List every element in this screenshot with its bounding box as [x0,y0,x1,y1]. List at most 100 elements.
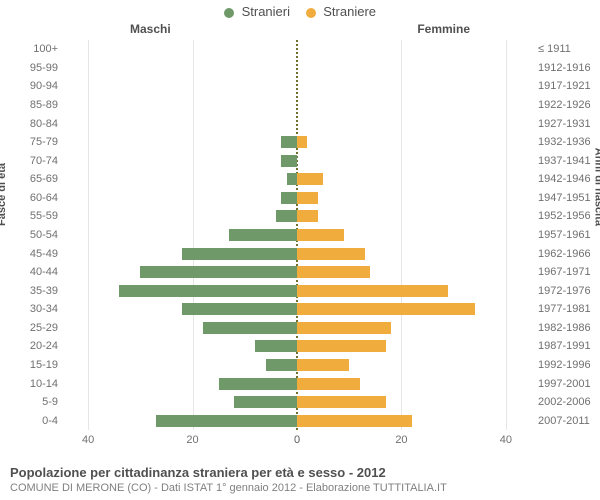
pyramid-row [62,172,532,186]
x-tick-label: 40 [500,434,512,446]
bar-female [297,192,318,204]
y-label-birth: 1977-1981 [538,302,600,316]
y-label-birth: 1917-1921 [538,79,600,93]
gender-header-male: Maschi [130,22,171,36]
y-right-labels: 2007-20112002-20061997-20011992-19961987… [538,40,600,430]
x-tick-label: 0 [294,434,300,446]
y-label-birth: 2007-2011 [538,414,600,428]
bar-male [140,266,297,278]
pyramid-row [62,191,532,205]
y-label-age: 35-39 [0,284,58,298]
y-label-age: 90-94 [0,79,58,93]
y-label-birth: 1912-1916 [538,61,600,75]
legend-label-female: Straniere [323,4,376,19]
footer-title: Popolazione per cittadinanza straniera p… [10,465,590,480]
y-label-age: 95-99 [0,61,58,75]
bar-female [297,415,412,427]
bar-female [297,210,318,222]
footer-subtitle: COMUNE DI MERONE (CO) - Dati ISTAT 1° ge… [10,482,590,494]
pyramid-row [62,265,532,279]
y-label-birth: 1927-1931 [538,117,600,131]
y-label-birth: ≤ 1911 [538,42,600,56]
bar-male [281,192,297,204]
pyramid-row [62,79,532,93]
bar-female [297,285,448,297]
y-label-age: 45-49 [0,247,58,261]
pyramid-row [62,395,532,409]
y-label-birth: 1972-1976 [538,284,600,298]
y-label-age: 100+ [0,42,58,56]
y-label-age: 0-4 [0,414,58,428]
bar-female [297,396,386,408]
y-label-age: 70-74 [0,154,58,168]
bar-male [229,229,297,241]
bar-male [281,136,297,148]
bar-female [297,303,475,315]
gender-header-female: Femmine [417,22,470,36]
y-label-birth: 1922-1926 [538,98,600,112]
y-label-birth: 1962-1966 [538,247,600,261]
y-label-age: 85-89 [0,98,58,112]
bar-male [281,155,297,167]
pyramid-row [62,135,532,149]
y-label-age: 40-44 [0,265,58,279]
pyramid-row [62,321,532,335]
pyramid-row [62,42,532,56]
bar-female [297,229,344,241]
y-label-age: 60-64 [0,191,58,205]
bar-female [297,378,360,390]
y-label-birth: 1957-1961 [538,228,600,242]
y-label-birth: 1967-1971 [538,265,600,279]
bar-male [234,396,297,408]
y-label-birth: 1997-2001 [538,377,600,391]
bar-male [255,340,297,352]
pyramid-row [62,117,532,131]
pyramid-chart: Stranieri Straniere Maschi Femmine Fasce… [0,0,600,500]
legend-swatch-female [306,8,316,18]
bar-male [182,248,297,260]
y-label-age: 50-54 [0,228,58,242]
plot-area [62,40,532,430]
pyramid-row [62,228,532,242]
legend: Stranieri Straniere [0,4,600,19]
x-tick-label: 20 [395,434,407,446]
bar-female [297,322,391,334]
y-label-birth: 1937-1941 [538,154,600,168]
bar-female [297,266,370,278]
bar-male [156,415,297,427]
y-label-birth: 1947-1951 [538,191,600,205]
bar-male [182,303,297,315]
y-label-birth: 1987-1991 [538,339,600,353]
y-label-birth: 1942-1946 [538,172,600,186]
y-label-birth: 2002-2006 [538,395,600,409]
x-tick-label: 40 [82,434,94,446]
y-label-age: 75-79 [0,135,58,149]
y-label-age: 20-24 [0,339,58,353]
y-label-birth: 1932-1936 [538,135,600,149]
y-label-age: 30-34 [0,302,58,316]
y-label-age: 55-59 [0,209,58,223]
y-label-birth: 1982-1986 [538,321,600,335]
bar-female [297,359,349,371]
y-label-age: 15-19 [0,358,58,372]
legend-item-female: Straniere [306,4,376,19]
bar-male [219,378,297,390]
pyramid-row [62,247,532,261]
bar-female [297,340,386,352]
pyramid-row [62,98,532,112]
legend-label-male: Stranieri [242,4,290,19]
y-label-age: 10-14 [0,377,58,391]
legend-swatch-male [224,8,234,18]
bar-male [287,173,297,185]
bar-male [119,285,297,297]
bar-male [276,210,297,222]
y-label-birth: 1952-1956 [538,209,600,223]
legend-item-male: Stranieri [224,4,290,19]
bar-male [266,359,297,371]
y-left-labels: 0-45-910-1415-1920-2425-2930-3435-3940-4… [0,40,58,430]
bar-female [297,136,307,148]
footer: Popolazione per cittadinanza straniera p… [10,465,590,494]
bar-female [297,173,323,185]
pyramid-row [62,358,532,372]
y-label-age: 25-29 [0,321,58,335]
